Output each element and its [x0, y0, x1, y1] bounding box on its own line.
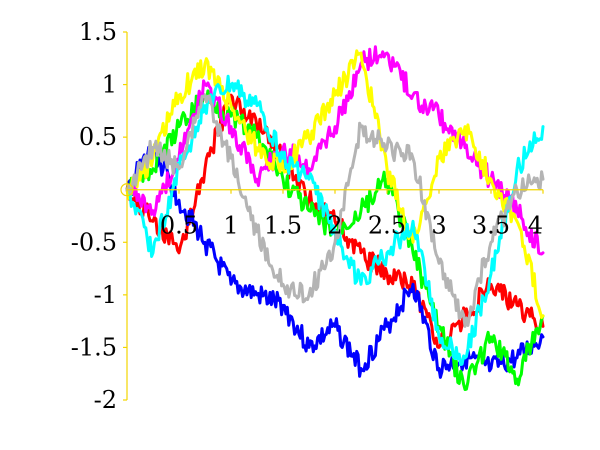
- series-line-2: [125, 141, 545, 379]
- origin-marker: [120, 183, 134, 197]
- x-tick-label-8: 4: [528, 212, 543, 240]
- x-tick-label-6: 3: [431, 212, 446, 240]
- y-tick-label-1: 1.5: [79, 18, 117, 46]
- x-tick-label-3: 1.5: [264, 212, 302, 240]
- y-tick-label-3: 0.5: [79, 123, 117, 151]
- tick-labels: 1.5 1 0.5 -0.5 -1 -1.5 -2 0.5 1 1.5 2 2.5 3 3.5 4: [71, 18, 544, 414]
- series-line-7: [125, 93, 545, 328]
- x-tick-label-4: 2: [327, 212, 342, 240]
- series-layer: [125, 45, 545, 391]
- y-tick-label-4: -0.5: [71, 228, 117, 256]
- x-tick-label-7: 3.5: [472, 212, 510, 240]
- series-line-5: [125, 49, 545, 320]
- y-tick-label-7: -2: [94, 386, 117, 414]
- y-tick-label-2: 1: [102, 71, 117, 99]
- y-tick-label-5: -1: [94, 281, 117, 309]
- y-tick-label-6: -1.5: [71, 333, 117, 361]
- x-tick-label-2: 1: [223, 212, 238, 240]
- x-tick-label-1: 0.5: [160, 212, 198, 240]
- x-tick-label-5: 2.5: [368, 212, 406, 240]
- series-line-1: [125, 93, 545, 349]
